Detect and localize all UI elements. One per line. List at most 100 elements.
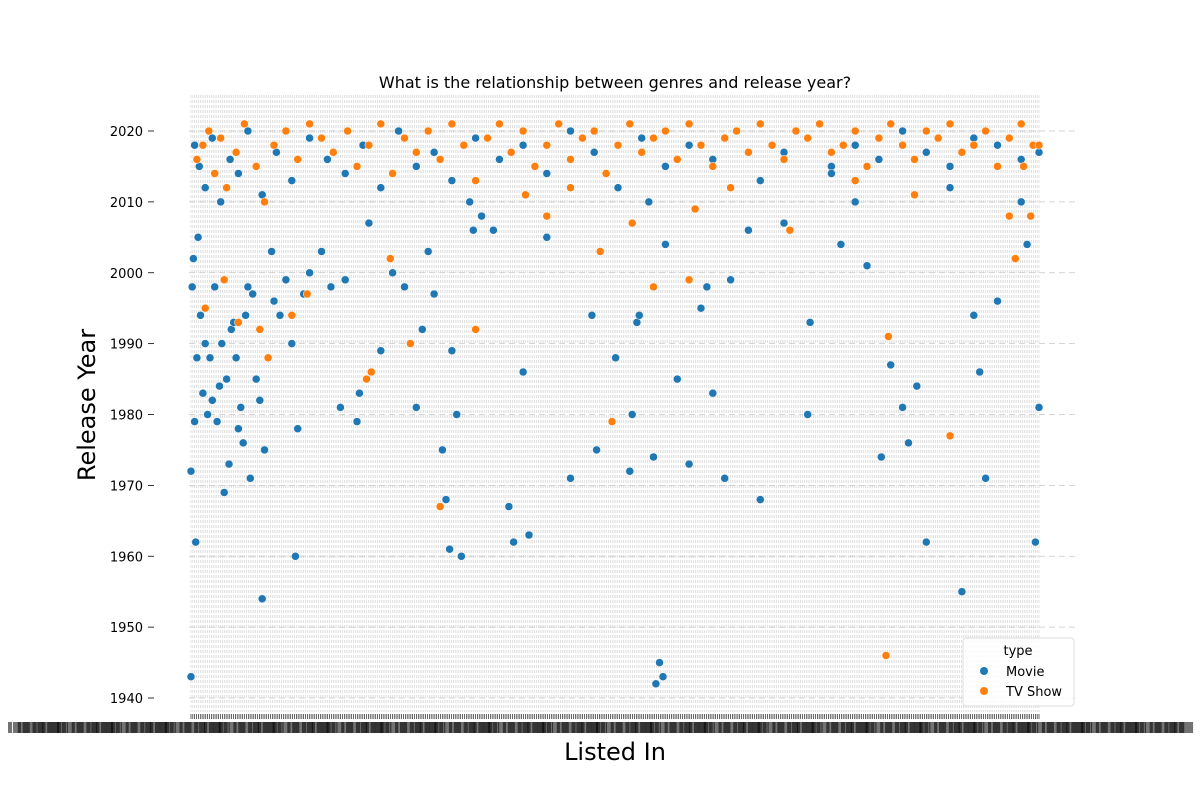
data-point-movie [205,353,215,363]
x-tick-label-overlap [875,722,884,733]
data-point-movie [912,381,922,391]
data-point-tv-show [945,431,955,441]
data-point-movie [224,459,234,469]
data-point-tv-show [412,148,421,157]
x-tick-label-overlap [1086,722,1090,733]
x-tick-label-overlap [277,722,282,733]
data-point-movie [635,311,644,320]
data-point-movie [1016,197,1026,207]
x-tick-label-overlap [321,722,329,733]
x-tick-label-overlap [1169,722,1176,733]
data-point-movie [275,311,285,320]
data-point-movie [827,169,836,178]
data-point-tv-show [1011,254,1020,263]
data-point-movie [877,452,886,462]
data-point-movie [898,403,907,412]
x-tick-label-overlap [684,722,691,733]
data-point-tv-show [649,282,658,292]
data-point-tv-show [364,140,374,150]
legend-label-tvshow: TV Show [1005,685,1062,700]
data-point-movie [187,282,197,292]
horizontal-grid [189,130,1078,699]
data-point-tv-show [386,254,395,263]
x-tick-label-overlap [159,722,167,733]
x-tick-label-overlap [983,722,992,733]
data-point-movie [355,388,364,398]
data-point-movie [219,488,229,497]
x-tick-label-overlap [752,722,760,733]
data-point-movie [684,140,694,150]
data-point-movie [477,211,486,221]
data-point-movie [216,197,225,207]
data-point-tv-show [287,311,297,320]
x-tick-label-overlap [836,722,846,733]
data-point-tv-show [483,133,492,143]
data-point-movie [673,374,682,384]
data-point-movie [1031,537,1040,547]
data-point-tv-show [281,126,291,136]
data-point-movie [613,183,623,192]
data-point-movie [269,296,279,306]
data-point-movie [661,240,670,249]
data-point-movie [364,218,374,228]
data-point-movie [684,459,694,469]
data-point-movie [945,162,955,171]
data-point-movie [305,268,314,278]
data-point-movie [412,403,421,412]
data-point-tv-show [627,218,637,228]
data-point-movie [215,381,224,391]
x-tick-label-overlap [145,722,152,733]
data-point-tv-show [767,140,777,150]
data-point-tv-show [601,169,611,178]
y-tick-label: 2010 [110,196,143,211]
data-point-tv-show [910,190,919,200]
data-point-tv-show [222,183,231,192]
legend-box [962,637,1075,707]
data-point-movie [340,169,350,178]
x-tick-label-overlap [943,722,953,733]
x-tick-label-overlap [738,722,745,733]
x-tick-label-overlap [27,722,37,733]
data-point-tv-show [219,275,229,285]
x-tick-label-overlap [243,722,253,733]
x-tick-label-overlap [713,722,722,733]
data-point-tv-show [850,176,860,185]
x-tick-label-overlap [37,722,44,733]
x-tick-label-overlap [351,722,360,733]
data-point-tv-show [269,140,279,150]
x-tick-label-overlap [561,722,567,733]
data-point-movie [589,148,599,157]
y-tick-label: 1960 [110,550,143,565]
data-point-movie [945,183,955,192]
data-point-tv-show [518,126,528,136]
x-tick-label-overlap [1061,722,1068,733]
data-point-tv-show [803,133,812,143]
data-point-movie [611,353,620,363]
data-point-tv-show [720,133,729,143]
data-point-tv-show [260,197,269,207]
data-point-movie [658,672,668,681]
data-point-tv-show [827,148,836,157]
x-tick-label-overlap [615,722,621,733]
data-point-movie [234,169,243,178]
data-point-movie [192,353,202,363]
x-tick-label-overlap [620,722,630,733]
data-point-movie [836,240,846,249]
data-point-movie [429,148,439,157]
data-point-movie [293,424,302,433]
data-point-movie [190,417,199,426]
data-point-tv-show [625,119,635,129]
data-point-movie [281,275,291,285]
data-point-tv-show [216,133,225,143]
legend-marker-movie [980,667,988,675]
x-tick-label-overlap [297,722,307,733]
data-point-tv-show [945,119,955,129]
data-point-tv-show [708,162,718,171]
data-point-movie [222,374,231,384]
data-point-movie [225,155,235,164]
data-point-tv-show [1034,140,1044,150]
data-point-tv-show [684,119,694,129]
data-point-movie [969,311,979,320]
x-tick-label-overlap [870,722,875,733]
legend-title: type [1003,644,1032,659]
